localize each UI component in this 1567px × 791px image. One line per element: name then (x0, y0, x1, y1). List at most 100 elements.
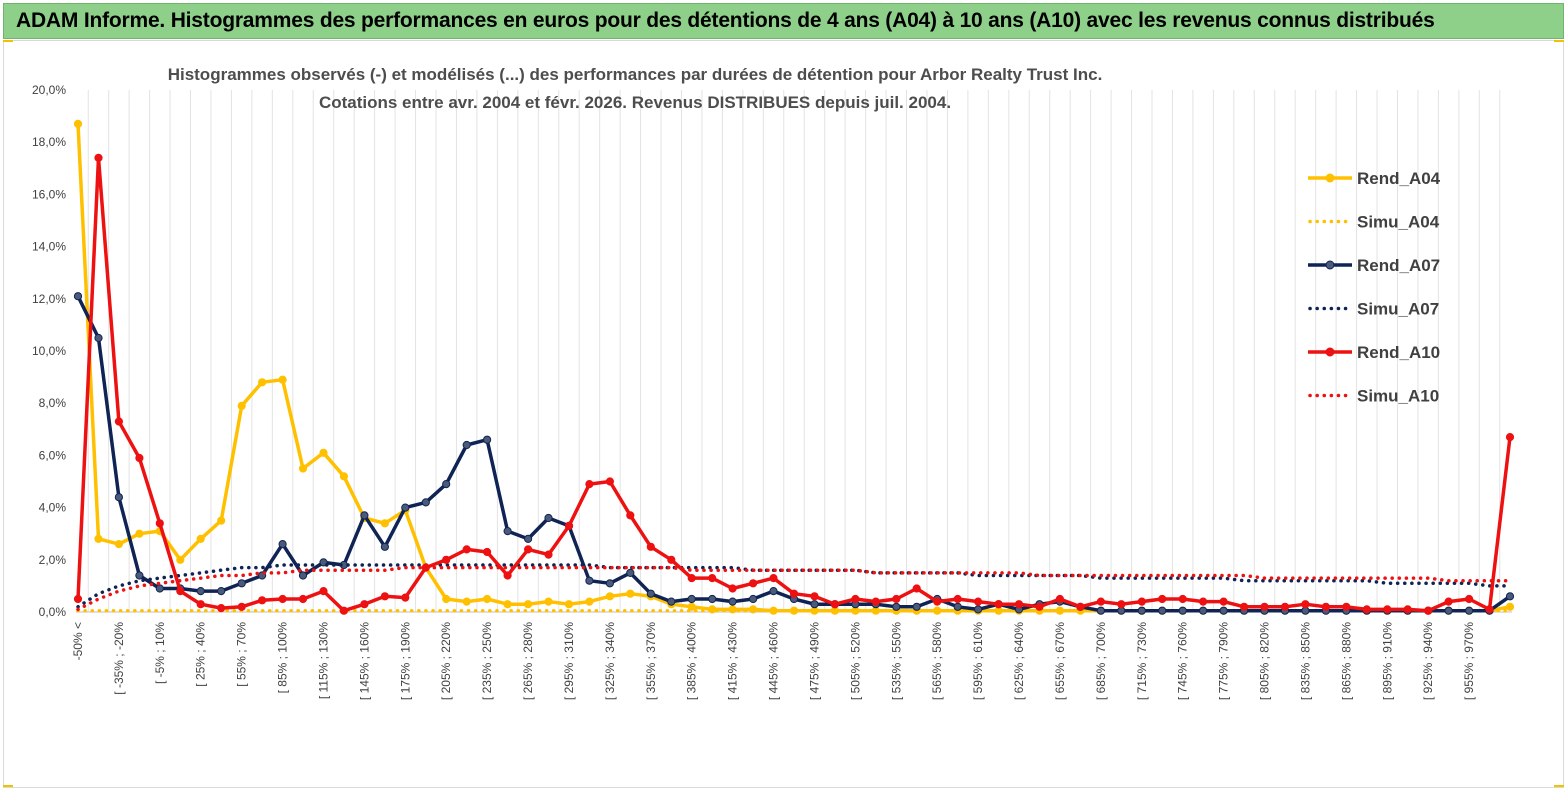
data-point-rend-a04 (196, 534, 205, 544)
data-point-rend-a07 (953, 602, 962, 611)
series-line-simu-a07 (76, 563, 1512, 609)
x-tick-label: [ 55% ; 70% (235, 622, 249, 687)
data-point-rend-a07 (1137, 606, 1146, 615)
x-tick-label: [ 865% ; 880% (1339, 622, 1353, 700)
x-tick-label: [ 85% ; 100% (276, 622, 290, 694)
data-point-rend-a10 (708, 574, 717, 583)
data-point-rend-a10 (544, 550, 553, 559)
data-point-rend-a10 (1362, 605, 1371, 614)
legend-label-simu-a10: Simu_A10 (1357, 387, 1439, 406)
frame-corner-top-right (1554, 40, 1564, 42)
data-point-rend-a04 (380, 519, 389, 528)
data-point-rend-a10 (1403, 605, 1412, 614)
y-tick-label: 12,0% (32, 292, 66, 306)
data-point-rend-a07 (1465, 606, 1474, 615)
data-point-rend-a10 (298, 594, 308, 604)
chart-frame (3, 40, 1564, 788)
data-point-rend-a10 (810, 592, 819, 601)
data-point-rend-a07 (544, 513, 553, 523)
data-point-rend-a07 (1219, 606, 1228, 615)
data-point-rend-a10 (503, 571, 512, 580)
data-point-rend-a10 (687, 574, 696, 583)
x-tick-label: [ 505% ; 520% (848, 622, 862, 700)
y-tick-label: 6,0% (39, 448, 67, 462)
data-point-rend-a04 (298, 464, 308, 473)
data-point-rend-a04 (1505, 602, 1515, 611)
data-point-rend-a10 (626, 511, 635, 520)
data-point-rend-a10 (953, 594, 962, 604)
data-point-rend-a10 (769, 574, 778, 583)
data-point-rend-a10 (749, 579, 758, 588)
data-point-rend-a07 (687, 594, 696, 604)
data-point-rend-a04 (94, 534, 103, 544)
legend-label-rend-a07: Rend_A07 (1357, 256, 1440, 275)
data-point-rend-a07 (524, 534, 533, 544)
data-point-rend-a07 (237, 579, 246, 588)
data-point-rend-a10 (933, 597, 942, 606)
data-point-rend-a10 (73, 594, 83, 604)
x-tick-label: [ 955% ; 970% (1462, 622, 1476, 700)
x-tick-label: [ 565% ; 580% (930, 622, 944, 700)
y-tick-label: 8,0% (39, 396, 67, 410)
data-point-rend-a07 (401, 503, 410, 512)
data-point-rend-a07 (667, 597, 676, 606)
x-tick-label: [ 925% ; 940% (1421, 622, 1435, 700)
data-point-rend-a10 (1199, 597, 1208, 606)
data-point-rend-a10 (1505, 433, 1515, 442)
data-point-rend-a07 (1505, 592, 1515, 601)
data-point-rend-a10 (871, 597, 880, 606)
x-tick-label: [ 115% ; 130% (316, 622, 330, 699)
y-tick-label: 2,0% (39, 553, 67, 567)
x-tick-label: [ 595% ; 610% (971, 622, 985, 700)
series-layer (73, 119, 1515, 615)
data-point-rend-a10 (789, 589, 799, 598)
data-point-rend-a10 (1178, 594, 1187, 604)
data-point-rend-a10 (237, 602, 246, 611)
data-point-rend-a04 (258, 378, 267, 387)
data-point-rend-a07 (892, 602, 901, 611)
data-point-rend-a07 (298, 571, 308, 580)
data-point-rend-a10 (483, 547, 492, 557)
grid-layer (87, 90, 1501, 612)
x-tick-label: [ 415% ; 430% (726, 622, 740, 700)
data-point-rend-a04 (524, 600, 533, 609)
data-point-rend-a07 (155, 584, 164, 593)
data-point-rend-a07 (114, 493, 124, 502)
data-point-rend-a07 (1096, 606, 1106, 615)
data-point-rend-a10 (851, 594, 860, 604)
data-point-rend-a07 (749, 594, 758, 604)
x-tick-label: [ 355% ; 370% (644, 622, 658, 700)
data-point-rend-a07 (708, 594, 717, 604)
data-point-rend-a07 (728, 597, 737, 606)
data-point-rend-a10 (1240, 602, 1249, 611)
axis-layer: 0,0% 2,0% 4,0% 6,0% 8,0% 10,0% 12,0% 14,0% 16,0%… (32, 83, 1512, 700)
data-point-rend-a10 (892, 594, 901, 604)
y-tick-label: 10,0% (32, 344, 66, 358)
data-point-rend-a10 (319, 587, 328, 596)
data-point-rend-a07 (1444, 606, 1453, 615)
data-point-rend-a10 (94, 153, 103, 162)
data-point-rend-a10 (196, 600, 205, 609)
data-point-rend-a10 (1465, 594, 1474, 604)
legend-marker-rend-a07 (1325, 260, 1335, 270)
data-point-rend-a10 (1117, 600, 1126, 609)
x-tick-label: [ 775% ; 790% (1217, 622, 1231, 700)
data-point-rend-a10 (912, 584, 921, 593)
data-point-rend-a10 (1485, 605, 1494, 614)
x-tick-label: [ 445% ; 460% (767, 622, 781, 700)
data-point-rend-a10 (1035, 602, 1044, 611)
x-tick-label: [ 625% ; 640% (1012, 622, 1026, 700)
data-point-rend-a10 (1280, 602, 1290, 611)
data-point-rend-a04 (483, 594, 492, 604)
x-tick-label: [ 745% ; 760% (1176, 622, 1190, 700)
data-point-rend-a04 (687, 602, 696, 611)
x-tick-label: [ 385% ; 400% (685, 622, 699, 700)
data-point-rend-a07 (462, 440, 471, 450)
x-tick-label: [ 145% ; 160% (357, 622, 371, 700)
data-point-rend-a10 (585, 480, 594, 489)
data-point-rend-a10 (442, 555, 451, 564)
data-point-rend-a07 (1199, 606, 1208, 615)
data-point-rend-a10 (380, 592, 389, 601)
x-tick-label: [ 535% ; 550% (889, 622, 903, 700)
data-point-rend-a07 (135, 571, 144, 580)
